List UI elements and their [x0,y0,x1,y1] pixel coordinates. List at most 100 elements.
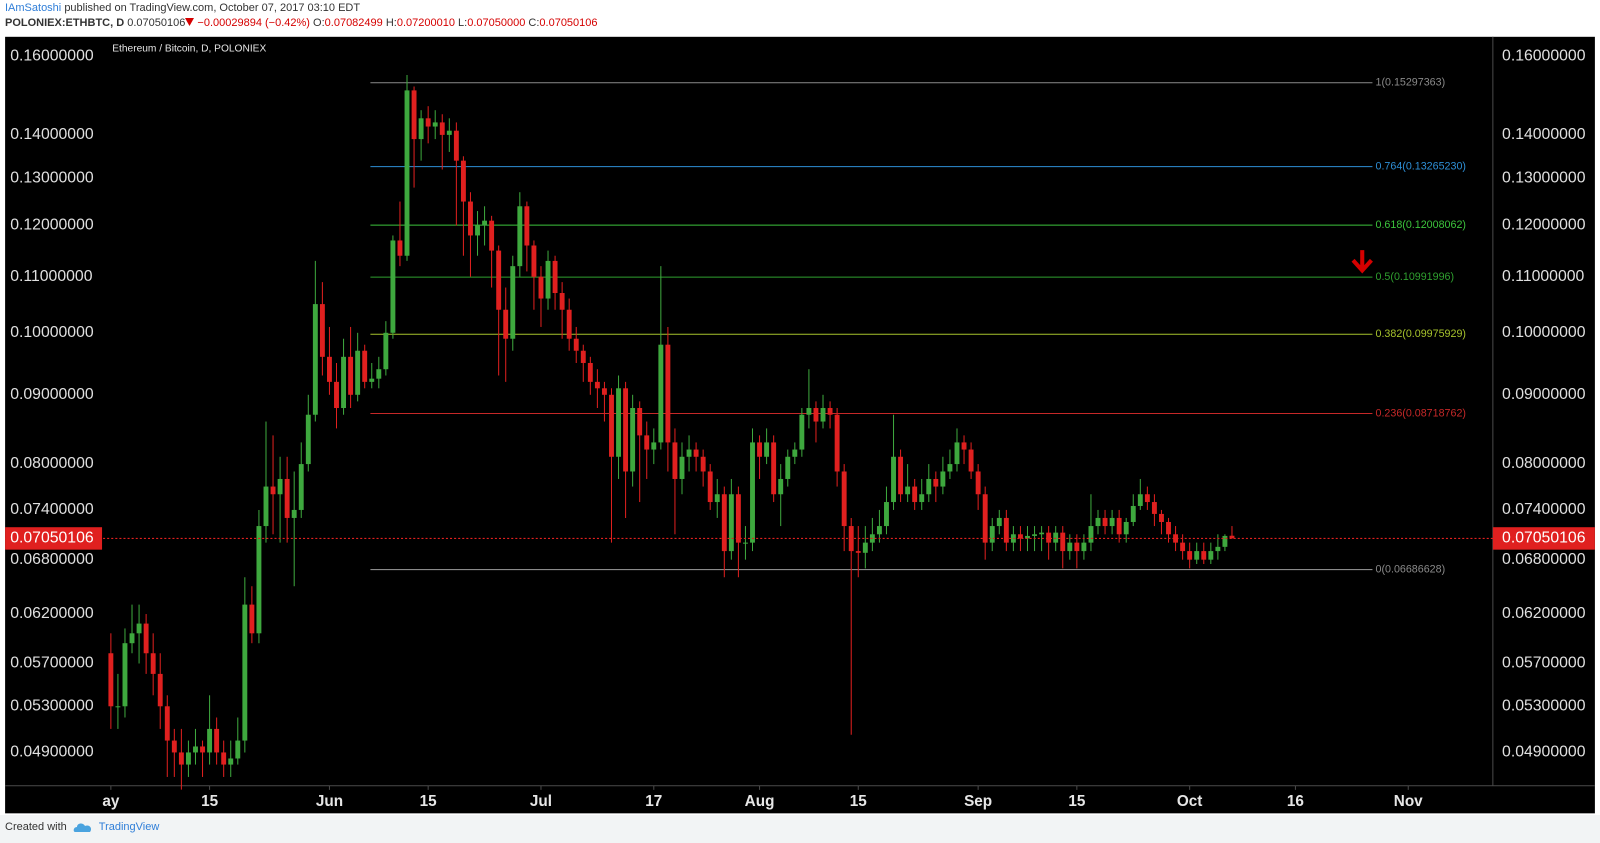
x-tick-label: 15 [1068,793,1086,810]
candle-body [228,758,234,765]
candle-body [552,260,558,294]
candle-body [129,633,135,644]
candle-body [171,740,177,753]
candle-body [425,118,431,127]
y-tick-label-left: 0.05700000 [10,655,94,672]
candle-body [1116,517,1122,535]
candle-body [517,206,523,267]
candle-body [418,118,424,140]
fib-label: 0.236(0.08718762) [1376,407,1466,419]
candle-body [115,706,121,708]
candle-body [926,478,932,495]
candle-body [284,478,290,518]
candle-body [658,344,664,443]
candle-body [1095,517,1101,527]
candle-body [785,456,791,479]
annotation-arrow [1351,250,1373,274]
candle-body [665,344,671,443]
candle-body [637,408,643,436]
down-triangle [185,18,195,26]
footer: Created with TradingView [0,815,1600,843]
candle-body [468,201,473,236]
ohlc-value: 0.07082499 [324,17,383,29]
footer-content: Created with TradingView [5,821,159,833]
candle-body [1109,517,1115,527]
y-tick-label-right: 0.10000000 [1502,324,1586,341]
candle-body [996,517,1002,527]
candle-body [334,381,339,409]
candle-body [700,456,706,472]
brand[interactable]: TradingView [98,821,160,833]
candle-body [263,486,269,527]
candle-body [1102,517,1108,527]
fib-label: 0.618(0.12008062) [1376,219,1466,231]
candle-body [1067,542,1073,552]
x-tick-label: 15 [850,793,868,810]
candle-body [623,388,629,472]
candle-body [1229,535,1235,539]
y-tick-label-right: 0.05300000 [1502,697,1586,714]
candle-body [256,526,262,634]
candle-body [355,350,361,395]
x-tick-label: Jul [530,793,552,810]
candle-body [799,414,805,450]
y-tick-label-right: 0.14000000 [1502,126,1586,143]
candle-body [679,456,685,479]
y-tick-label-left: 0.06800000 [10,551,94,568]
symbol: POLONIEX:ETHBTC, D [5,17,125,29]
candle-body [1088,526,1094,543]
candle-body [912,486,918,503]
candle-body [524,206,530,246]
y-tick-label-left: 0.10000000 [10,324,94,341]
x-tick-label: ay [102,793,120,810]
created-with: Created with [5,821,67,833]
last-price-box-left [5,527,103,550]
candle-body [277,478,283,495]
candle-body [771,442,777,495]
candle-body [975,471,981,495]
candle-body [1201,551,1207,560]
fib-label: 0.5(0.10991996) [1376,271,1455,283]
header-line-1: IAmSatoshi published on TradingView.com,… [5,2,360,14]
candle-body [982,494,988,543]
candle-body [757,442,763,457]
candle-body [891,456,896,503]
x-tick-label: Jun [316,793,343,810]
candle-body [249,604,255,634]
x-tick-label: Oct [1177,793,1203,810]
candle-body [876,526,882,535]
candle-body [566,309,572,339]
y-tick-label-right: 0.06200000 [1502,605,1586,622]
change: −0.00029894 (−0.42%) [197,17,310,29]
y-tick-label-left: 0.12000000 [10,217,94,234]
candle-body [1032,534,1037,536]
candle-body [108,653,114,707]
candle-body [1180,542,1186,552]
candle-body [157,673,163,707]
candle-body [164,706,170,741]
candle-body [270,486,276,495]
candle-body [1159,513,1164,522]
fib-label: 1(0.15297363) [1376,77,1446,89]
candle-body [1081,542,1087,552]
last-price-box-right [1492,527,1595,550]
candle-body [404,90,410,256]
candle-body [376,369,382,379]
y-tick-label-left: 0.06200000 [10,605,94,622]
x-tick-label: 17 [645,793,662,810]
candle-body [1151,502,1157,514]
candle-body [905,486,911,495]
y-tick-label-left: 0.14000000 [10,126,94,143]
candle-body [1074,542,1080,552]
candle-body [1053,532,1059,543]
candle-body [1222,535,1228,547]
candle-body [933,478,939,487]
candle-body [383,332,389,370]
fib-label: 0.764(0.13265230) [1376,160,1466,172]
candle-body [707,471,713,503]
candle-body [305,414,311,465]
candle-body [940,471,946,487]
candle-body [1017,534,1023,539]
candle-body [820,408,826,422]
candle-body [743,542,748,544]
